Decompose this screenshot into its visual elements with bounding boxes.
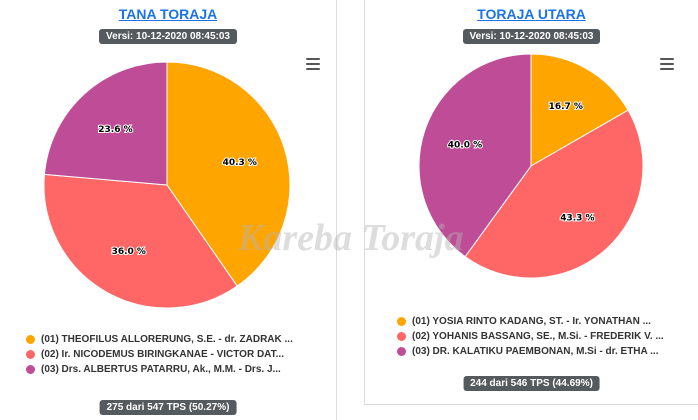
legend-dot xyxy=(397,332,406,341)
chart-title[interactable]: TORAJA UTARA xyxy=(477,6,586,22)
chart-panel-tana-toraja: TANA TORAJA Versi: 10-12-2020 08:45:03 4… xyxy=(0,0,337,420)
chart-panel-toraja-utara: TORAJA UTARA Versi: 10-12-2020 08:45:03 … xyxy=(364,0,698,405)
version-badge: Versi: 10-12-2020 08:45:03 xyxy=(99,29,237,44)
legend-label: (01) YOSIA RINTO KADANG, ST. - Ir. YONAT… xyxy=(412,316,651,327)
legend-dot xyxy=(397,317,406,326)
hamburger-menu-icon[interactable] xyxy=(660,58,674,70)
pie-slice-1[interactable] xyxy=(166,61,291,287)
legend-item-01[interactable]: (01) YOSIA RINTO KADANG, ST. - Ir. YONAT… xyxy=(397,314,664,329)
slice-value-label-1: 16.7 % xyxy=(549,102,583,112)
pie-chart-tana-toraja: 40.3 % 36.0 % 23.6 % xyxy=(43,61,291,309)
legend-item-03[interactable]: (03) Drs. ALBERTUS PATARRU, Ak., M.M. - … xyxy=(26,362,293,377)
legend-item-02[interactable]: (02) Ir. NICODEMUS BIRINGKANAE - VICTOR … xyxy=(26,347,293,362)
pie-slice-3[interactable] xyxy=(43,61,168,186)
legend-dot xyxy=(26,365,35,374)
version-badge: Versi: 10-12-2020 08:45:03 xyxy=(462,29,601,44)
tps-count-badge: 275 dari 547 TPS (50.27%) xyxy=(99,400,237,415)
pie-slice-2[interactable] xyxy=(43,173,238,309)
slice-value-label-2: 43.3 % xyxy=(560,214,594,224)
tps-count-badge: 244 dari 546 TPS (44.69%) xyxy=(463,376,600,391)
legend-label: (01) THEOFILUS ALLORERUNG, S.E. - dr. ZA… xyxy=(41,334,293,345)
legend-label: (02) Ir. NICODEMUS BIRINGKANAE - VICTOR … xyxy=(41,349,284,360)
legend-label: (02) YOHANIS BASSANG, SE., M.Si. - FREDE… xyxy=(412,331,664,342)
slice-value-label-1: 40.3 % xyxy=(223,158,257,168)
chart-title[interactable]: TANA TORAJA xyxy=(118,6,218,22)
pie-slice-1[interactable] xyxy=(530,53,629,167)
legend-label: (03) Drs. ALBERTUS PATARRU, Ak., M.M. - … xyxy=(41,364,281,375)
legend-item-02[interactable]: (02) YOHANIS BASSANG, SE., M.Si. - FREDE… xyxy=(397,329,664,344)
legend-dot xyxy=(26,335,35,344)
legend: (01) YOSIA RINTO KADANG, ST. - Ir. YONAT… xyxy=(397,314,664,359)
slice-value-label-3: 23.6 % xyxy=(98,125,132,135)
legend-label: (03) DR. KALATIKU PAEMBONAN, M.Si - dr. … xyxy=(412,346,659,357)
legend-dot xyxy=(397,347,406,356)
slice-value-label-2: 36.0 % xyxy=(112,247,146,257)
pie-slice-2[interactable] xyxy=(464,109,644,279)
slice-value-label-3: 40.0 % xyxy=(448,141,482,151)
legend-dot xyxy=(26,350,35,359)
pie-chart-toraja-utara: 16.7 % 43.3 % 40.0 % xyxy=(418,53,644,279)
legend-item-01[interactable]: (01) THEOFILUS ALLORERUNG, S.E. - dr. ZA… xyxy=(26,332,293,347)
pie-slice-3[interactable] xyxy=(418,53,532,258)
hamburger-menu-icon[interactable] xyxy=(306,58,320,70)
legend-item-03[interactable]: (03) DR. KALATIKU PAEMBONAN, M.Si - dr. … xyxy=(397,344,664,359)
legend: (01) THEOFILUS ALLORERUNG, S.E. - dr. ZA… xyxy=(26,332,293,377)
